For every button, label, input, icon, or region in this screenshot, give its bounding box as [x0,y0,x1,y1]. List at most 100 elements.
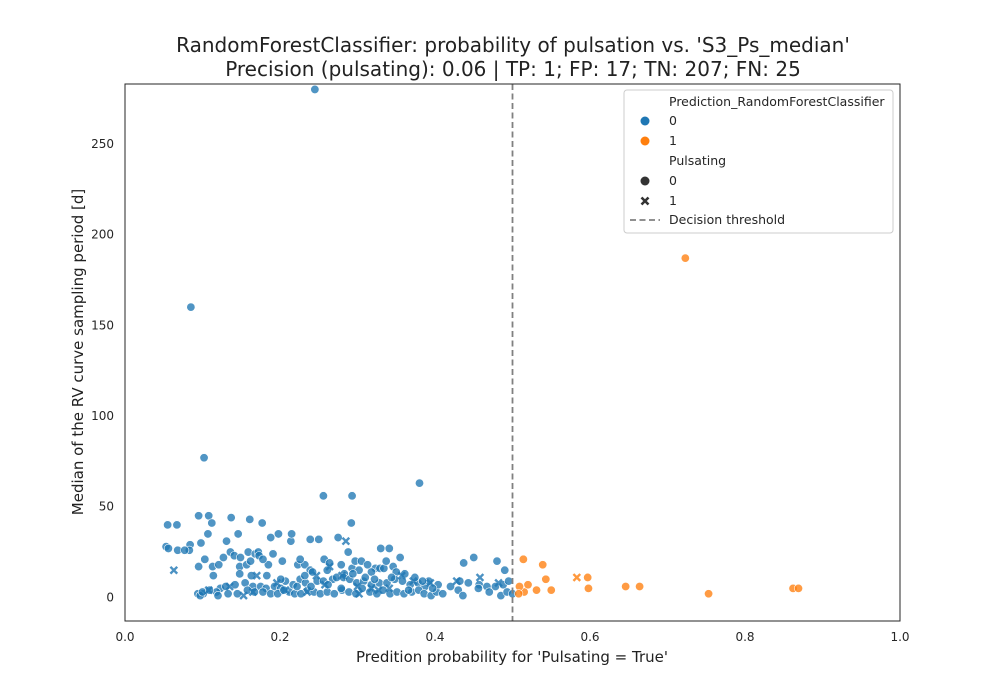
scatter-point [336,560,346,570]
plot-frame [124,83,901,622]
scatter-point [492,556,502,566]
x-tick-label: 0.6 [580,630,599,644]
scatter-point-x [572,573,582,582]
scatter-point [163,520,173,530]
scatter-point [523,580,533,590]
y-tick-label: 250 [91,137,114,151]
scatter-point [376,543,386,553]
x-axis: 0.0 0.2 0.4 0.6 0.8 1.0 [115,630,909,644]
scatter-point [370,574,380,584]
scatter-point [445,582,455,592]
scatter-point-x [204,585,213,595]
scatter-point-x [169,565,179,575]
legend-box [623,89,894,234]
scatter-point [538,560,548,570]
scatter-point [532,585,542,595]
scatter-point [541,574,551,584]
scatter-point [287,529,297,539]
scatter-point [172,520,182,530]
y-tick-label: 200 [91,228,114,242]
scatter-point-x [320,580,330,589]
scatter-point [473,583,483,593]
scatter-point [194,562,204,572]
scatter-point [196,538,206,548]
scatter-point [257,518,267,528]
legend-style-item-1: 1 [669,193,677,208]
scatter-point [226,513,236,523]
scatter-point-x [475,573,485,582]
scatter-point [360,572,370,582]
scatter-point [258,587,268,597]
scatter-point [258,554,268,564]
scatter-point-x [367,584,376,593]
scatter-point [704,589,714,599]
scatter-point [348,569,358,579]
y-tick-label: 100 [91,409,114,423]
scatter-point [504,576,514,586]
scatter-point-x [354,589,364,599]
x-axis-label: Predition probability for 'Pulsating = T… [356,648,668,666]
scatter-point [583,572,593,582]
scatter-point-x [302,587,312,597]
scatter-point [635,582,645,592]
scatter-point [463,578,473,588]
scatter-point [333,533,343,543]
scatter-point [518,554,528,564]
scatter-point-x [397,571,406,580]
scatter-point-x [452,576,461,586]
scatter-point [266,533,276,543]
scatter-point [336,583,346,593]
scatter-point [245,514,255,524]
scatter-point-x [337,571,347,580]
scatter-point-x [494,578,503,588]
scatter-point [395,553,405,563]
legend-pred1-marker [640,136,650,146]
scatter-point [277,556,287,566]
scatter-point [235,553,245,563]
scatter-point [793,583,803,593]
scatter-point [363,560,373,570]
scatter-point [458,591,468,601]
x-tick-label: 1.0 [890,630,909,644]
y-axis: 0 50 100 150 200 250 [91,137,114,605]
scatter-point [263,560,273,570]
y-tick-label: 0 [106,590,114,604]
scatter-point-x [248,587,258,597]
y-tick-label: 50 [99,500,114,514]
scatter-point [246,556,256,566]
scatter-point [384,543,394,553]
scatter-point [346,518,356,528]
chart-title: RandomForestClassifier: probability of p… [176,33,850,57]
scatter-point [314,534,324,544]
scatter-point [295,554,305,564]
scatter-point [273,529,283,539]
scatter-point [222,536,232,546]
plot-area [161,84,803,621]
scatter-point [163,543,173,553]
legend-style-item-0: 0 [669,173,677,188]
x-tick-label: 0.0 [115,630,134,644]
scatter-point [514,589,524,599]
scatter-point [180,545,190,555]
legend-hue-item-0: 0 [669,113,677,128]
scatter-point [214,560,224,570]
scatter-point [207,518,217,528]
scatter-point [268,549,278,559]
scatter-point-x [353,582,362,591]
scatter-point-x [341,536,351,546]
scatter-point-x [325,562,334,571]
scatter-point [414,478,424,488]
scatter-point-x [312,571,321,580]
y-tick-label: 150 [91,318,114,332]
scatter-point [213,591,223,601]
scatter-point [347,491,357,501]
scatter-point [500,565,510,575]
scatter-point [329,589,339,599]
scatter-point-x [426,578,435,588]
x-tick-label: 0.4 [425,630,444,644]
scatter-point [469,553,479,563]
scatter-point [343,547,353,557]
scatter-point [218,553,228,563]
